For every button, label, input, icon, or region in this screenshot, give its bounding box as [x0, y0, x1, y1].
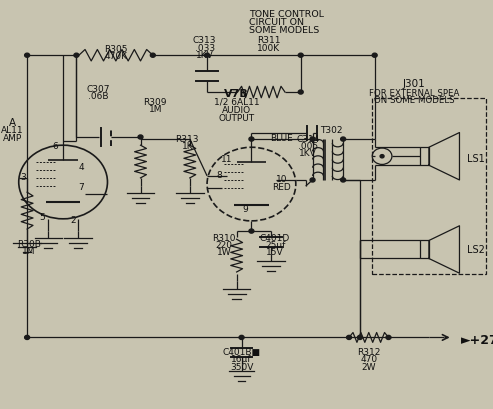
Text: 100K: 100K — [257, 44, 280, 53]
Text: 1K: 1K — [181, 142, 193, 151]
Text: AL11: AL11 — [1, 126, 24, 135]
Text: 9: 9 — [243, 205, 248, 214]
Text: C314: C314 — [296, 135, 320, 144]
Text: 7: 7 — [78, 183, 84, 192]
Text: 5: 5 — [39, 213, 45, 222]
Text: R309: R309 — [143, 98, 167, 107]
Circle shape — [341, 137, 346, 141]
Text: 1W: 1W — [217, 248, 232, 257]
Text: 2W: 2W — [361, 363, 376, 372]
Text: 350V: 350V — [230, 363, 253, 372]
Text: 25μf: 25μf — [265, 241, 285, 250]
Text: CIRCUIT ON: CIRCUIT ON — [249, 18, 304, 27]
Text: 8: 8 — [216, 171, 222, 180]
Circle shape — [386, 335, 391, 339]
Bar — [420, 147, 429, 165]
Text: LS1: LS1 — [467, 154, 485, 164]
Text: 1KV: 1KV — [196, 51, 213, 60]
Circle shape — [372, 53, 377, 57]
Text: FOR EXTERNAL SPEA: FOR EXTERNAL SPEA — [369, 89, 459, 98]
Text: R313: R313 — [176, 135, 199, 144]
Text: C313: C313 — [193, 36, 216, 45]
Circle shape — [25, 335, 30, 339]
Circle shape — [347, 335, 352, 339]
Circle shape — [310, 137, 315, 141]
Text: RED: RED — [273, 183, 291, 192]
Text: ON SOME MODELS: ON SOME MODELS — [374, 96, 455, 105]
Circle shape — [380, 155, 384, 158]
Text: 470: 470 — [360, 355, 377, 364]
Circle shape — [298, 53, 303, 57]
Text: R312: R312 — [357, 348, 381, 357]
Text: C307: C307 — [87, 85, 110, 94]
Text: 3: 3 — [20, 173, 26, 182]
Text: LS2: LS2 — [467, 245, 485, 255]
Text: .06B: .06B — [88, 92, 109, 101]
Text: ►+278V: ►+278V — [461, 334, 493, 347]
Text: T302: T302 — [320, 126, 343, 135]
Circle shape — [249, 229, 254, 233]
Circle shape — [310, 178, 315, 182]
Text: R305: R305 — [104, 45, 128, 54]
Circle shape — [205, 53, 210, 57]
Text: C401B■: C401B■ — [222, 348, 261, 357]
Bar — [420, 240, 429, 258]
Circle shape — [25, 53, 30, 57]
Text: 1/2 6AL11: 1/2 6AL11 — [214, 98, 259, 107]
Text: .033: .033 — [195, 44, 214, 53]
Circle shape — [341, 178, 346, 182]
Text: R311: R311 — [257, 36, 281, 45]
Text: 4: 4 — [78, 163, 84, 172]
Text: 10: 10 — [276, 175, 288, 184]
Circle shape — [150, 53, 155, 57]
Text: AUDIO: AUDIO — [222, 106, 251, 115]
Circle shape — [239, 335, 244, 339]
Text: C401D: C401D — [260, 234, 290, 243]
Circle shape — [298, 90, 303, 94]
Text: 11: 11 — [221, 155, 233, 164]
Text: OUTPUT: OUTPUT — [218, 114, 255, 123]
Text: 16μf: 16μf — [231, 355, 252, 364]
Text: BLUE: BLUE — [270, 134, 292, 143]
Text: 1M: 1M — [148, 105, 162, 114]
Circle shape — [138, 135, 143, 139]
Text: 1KV: 1KV — [299, 149, 317, 158]
Text: R310: R310 — [212, 234, 236, 243]
Text: 220: 220 — [216, 241, 233, 250]
Text: .005: .005 — [298, 142, 318, 151]
Text: TONE CONTROL: TONE CONTROL — [249, 10, 324, 19]
Text: V7B: V7B — [224, 89, 249, 99]
Circle shape — [249, 137, 254, 141]
Text: J301: J301 — [403, 79, 425, 89]
Circle shape — [357, 335, 362, 339]
Text: 1M: 1M — [22, 247, 35, 256]
Text: A: A — [9, 118, 16, 128]
Text: 2: 2 — [70, 216, 76, 225]
Text: SOME MODELS: SOME MODELS — [249, 26, 319, 35]
Text: 15V: 15V — [266, 248, 284, 257]
Text: 470K: 470K — [105, 52, 127, 61]
Text: 6: 6 — [53, 142, 59, 151]
Circle shape — [74, 53, 79, 57]
Text: AMP: AMP — [2, 134, 22, 143]
Text: R30B: R30B — [17, 240, 40, 249]
